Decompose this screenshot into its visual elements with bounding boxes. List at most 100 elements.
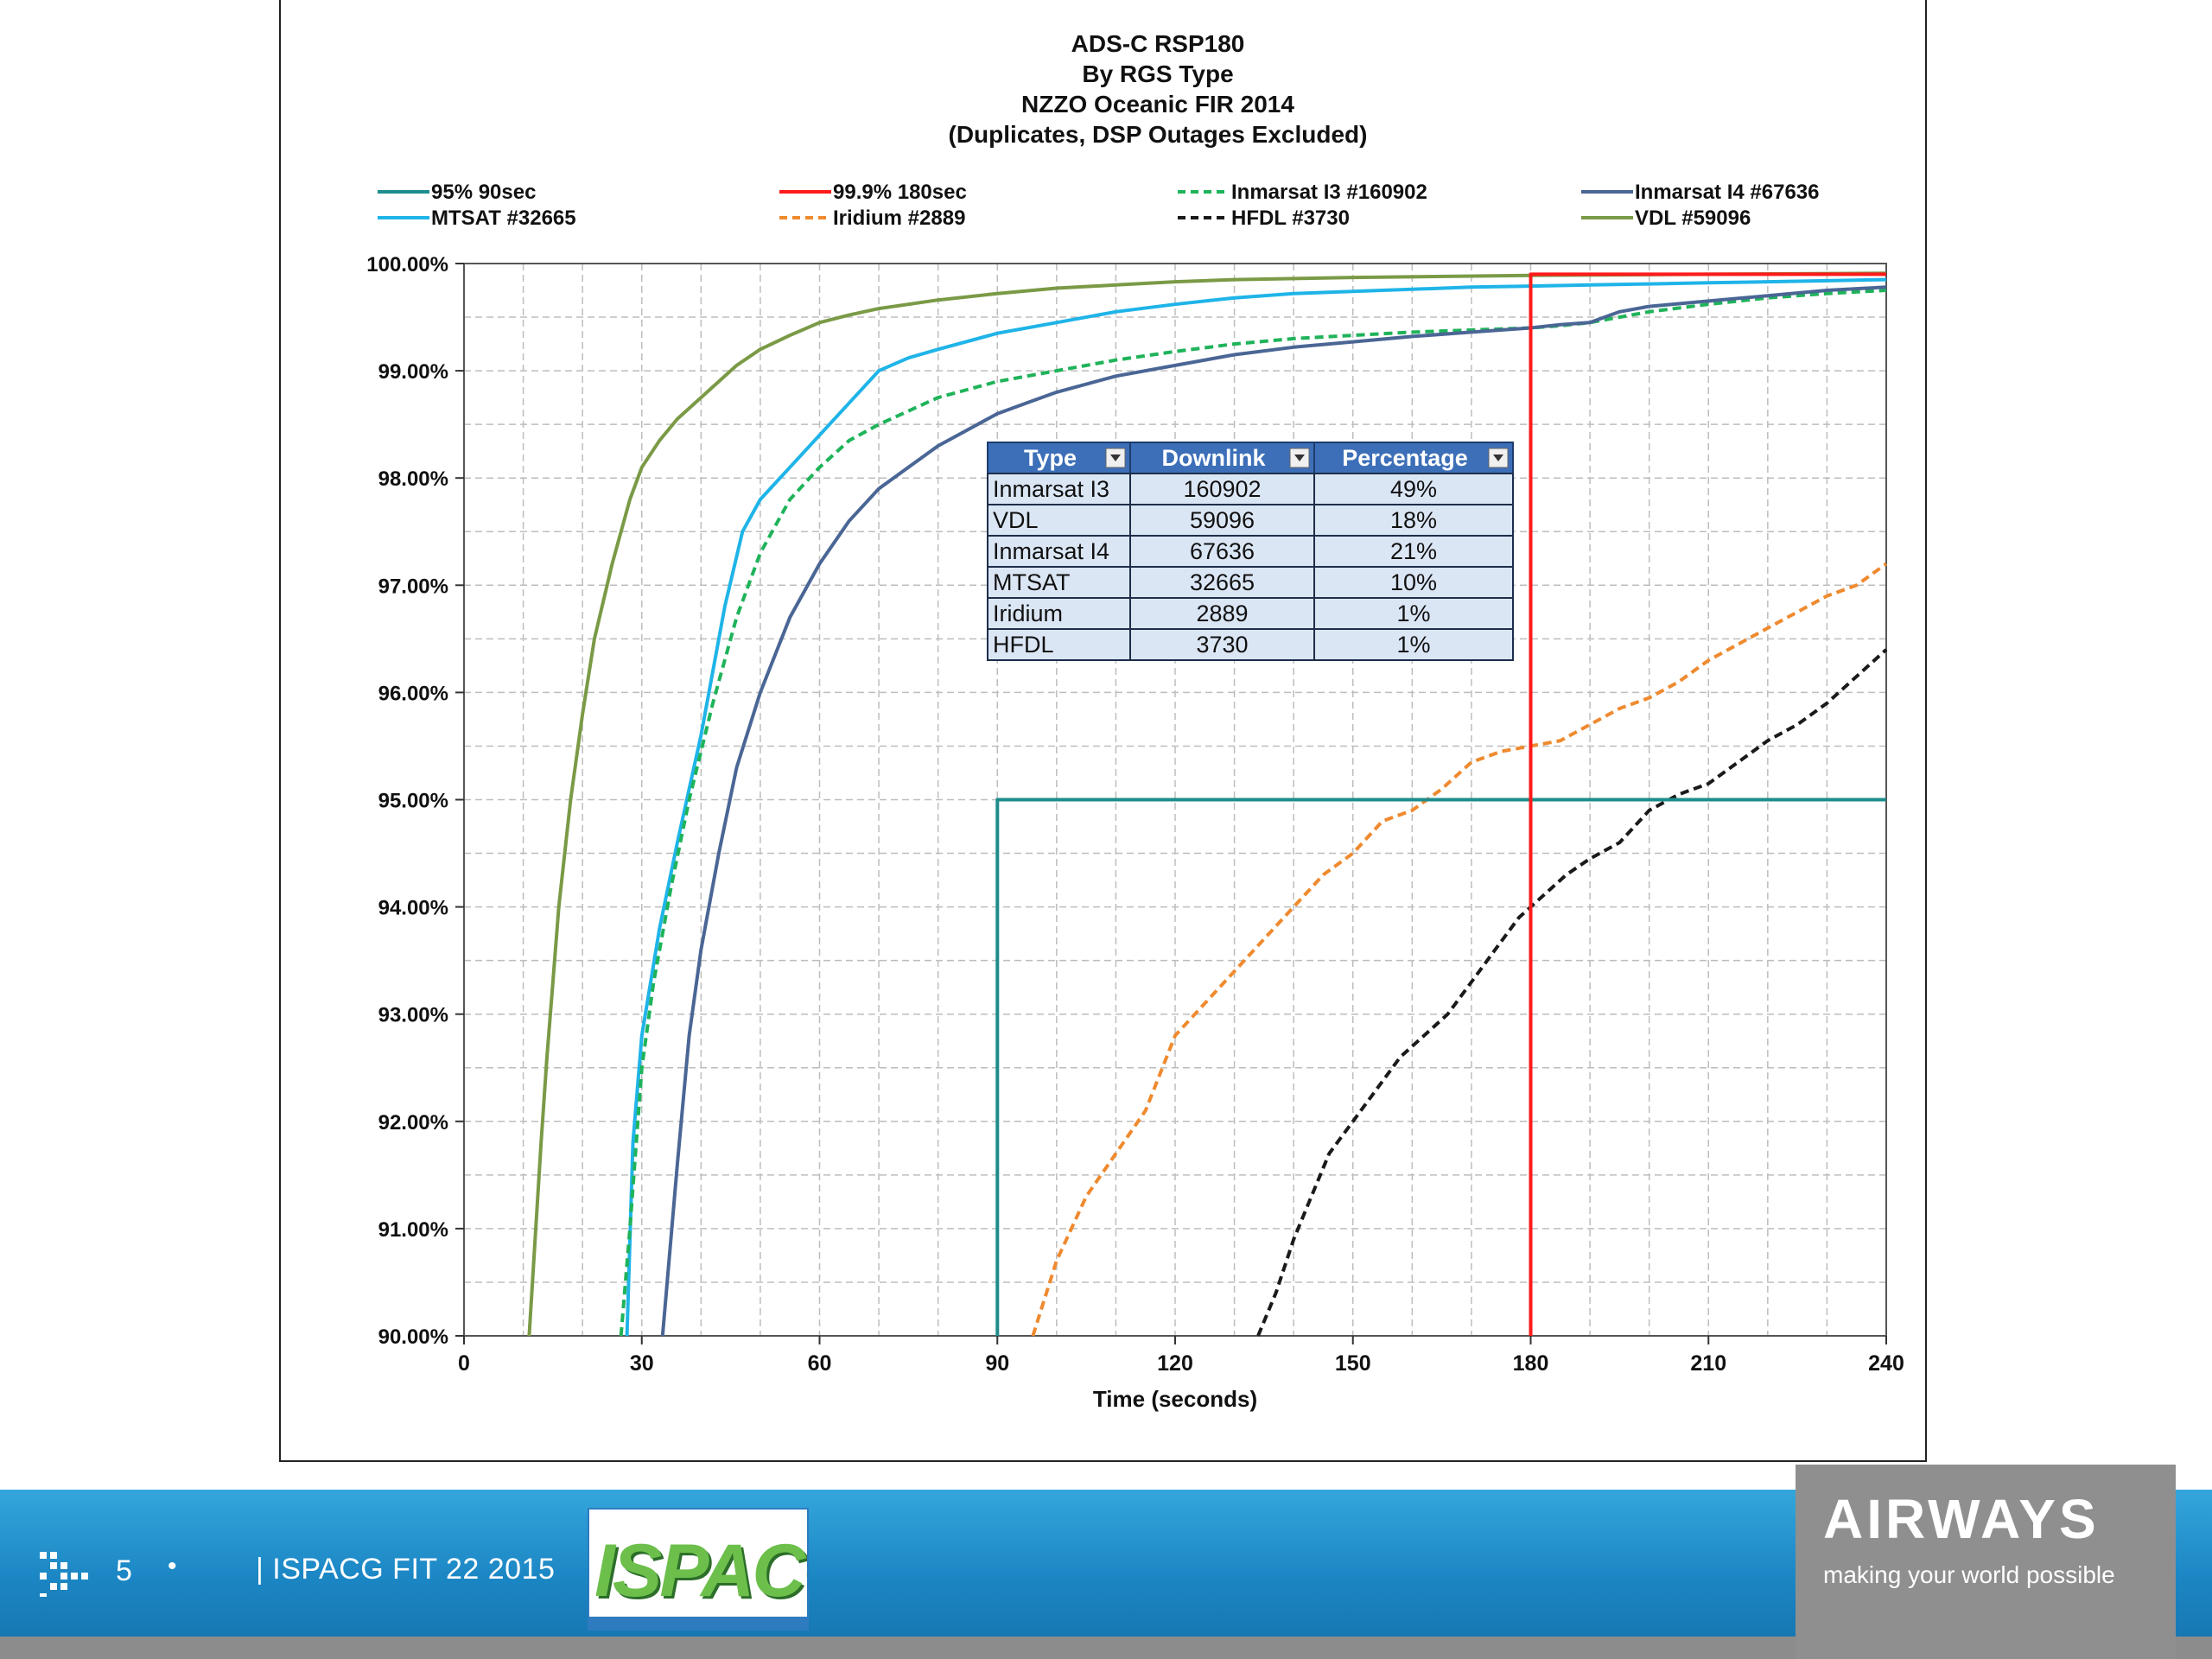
ispacg-logo: ISPACG — [588, 1508, 809, 1630]
legend-entry: Inmarsat I4 #67636 — [1581, 181, 1819, 204]
series-line-mtsat-32665 — [625, 277, 1887, 1337]
series-line-99-9-180sec — [1529, 272, 1886, 1336]
y-tick-label: 98.00% — [378, 467, 448, 491]
chevron-down-icon — [1294, 454, 1305, 461]
legend-entry: MTSAT #32665 — [378, 207, 576, 230]
airways-brand-name: AIRWAYS — [1823, 1488, 2100, 1550]
table-cell: VDL — [993, 507, 1039, 533]
x-tick-label: 180 — [1513, 1351, 1549, 1376]
table-cell-bg — [1313, 504, 1514, 537]
legend-label: Inmarsat I3 #160902 — [1231, 181, 1427, 204]
table-cell: 49% — [1390, 476, 1437, 502]
table-cell: 160902 — [1183, 476, 1261, 502]
table-cell-bg — [1313, 628, 1514, 661]
y-tick-label: 93.00% — [378, 1004, 448, 1027]
legend-entry: Inmarsat I3 #160902 — [1178, 181, 1427, 204]
legend-label: MTSAT #32665 — [431, 207, 576, 230]
table-header-bg — [1129, 442, 1315, 474]
table-header-cell: Percentage — [1313, 442, 1514, 474]
table-cell-bg — [1129, 473, 1315, 505]
table-cell: 18% — [1390, 507, 1437, 533]
series-line-vdl-59096 — [527, 271, 1887, 1337]
chart-title: ADS-C RSP180 By RGS Type NZZO Oceanic FIR … — [949, 30, 1368, 148]
x-tick-label: 150 — [1335, 1351, 1371, 1376]
table-cell: 21% — [1390, 538, 1437, 564]
x-tick-label: 90 — [985, 1351, 1009, 1376]
footer-caption: | ISPACG FIT 22 2015 — [256, 1553, 556, 1586]
y-tick-label: 96.00% — [378, 682, 448, 705]
x-tick-label: 30 — [630, 1351, 654, 1376]
x-tick-label: 120 — [1157, 1351, 1193, 1376]
table-cell: Inmarsat I3 — [993, 476, 1109, 502]
table-cell-bg — [1313, 473, 1514, 505]
chevron-down-icon — [1110, 454, 1121, 461]
table-cell: 10% — [1390, 569, 1437, 595]
legend-label: HFDL #3730 — [1231, 207, 1350, 230]
arrow-icon — [40, 1552, 88, 1597]
line-chart: ADS-C RSP180 By RGS Type NZZO Oceanic FIR … — [366, 30, 1904, 1412]
data-table: Type Downlink Percentage Inmarsat I3 160902 4… — [987, 442, 1514, 661]
chart-title-line-1: ADS-C RSP180 — [1071, 30, 1245, 57]
x-tick-label: 240 — [1868, 1351, 1904, 1376]
table-cell: Iridium — [993, 601, 1063, 626]
y-tick-label: 92.00% — [378, 1111, 448, 1135]
table-row: Inmarsat I4 67636 21% — [987, 535, 1514, 568]
y-tick-label: 94.00% — [378, 897, 448, 920]
table-cell: MTSAT — [993, 569, 1071, 595]
table-cell-bg — [987, 473, 1131, 505]
legend-label: 95% 90sec — [431, 181, 536, 204]
y-tick-label: 90.00% — [378, 1325, 448, 1349]
table-row: Inmarsat I3 160902 49% — [987, 473, 1514, 505]
table-cell: 1% — [1396, 632, 1430, 658]
legend-label: Inmarsat I4 #67636 — [1635, 181, 1819, 204]
x-axis-label: Time (seconds) — [1093, 1386, 1257, 1412]
table-header-label: Percentage — [1342, 445, 1468, 471]
table-cell: HFDL — [993, 632, 1054, 658]
ispacg-logo-strip — [589, 1617, 807, 1629]
chart-title-line-4: (Duplicates, DSP Outages Excluded) — [949, 121, 1368, 148]
series-lines — [527, 271, 1888, 1337]
chart-title-line-3: NZZO Oceanic FIR 2014 — [1021, 91, 1294, 118]
chevron-down-icon — [1493, 454, 1503, 461]
table-cell-bg — [1313, 535, 1514, 568]
airways-logo: AIRWAYS making your world possible — [1796, 1465, 2176, 1659]
legend-label: Iridium #2889 — [833, 207, 965, 230]
legend-entry: Iridium #2889 — [779, 207, 965, 230]
legend-entry: 99.9% 180sec — [779, 181, 967, 204]
table-row: Iridium 2889 1% — [987, 597, 1514, 630]
y-tick-label: 91.00% — [378, 1218, 448, 1242]
series-line-inmarsat-i4-67636 — [660, 285, 1887, 1337]
table-cell: 1% — [1396, 601, 1430, 626]
legend: 95% 90sec 99.9% 180sec Inmarsat I3 #160902… — [378, 181, 1819, 230]
table-cell: 67636 — [1190, 538, 1255, 564]
legend-label: 99.9% 180sec — [833, 181, 967, 204]
table-cell-bg — [1129, 628, 1315, 661]
y-tick-label: 100.00% — [366, 253, 448, 276]
table-cell: 2889 — [1196, 601, 1248, 626]
legend-entry: 95% 90sec — [378, 181, 536, 204]
series-line-iridium-2889 — [1031, 562, 1888, 1337]
table-cell-bg — [1129, 566, 1315, 599]
footer-bullet: • — [168, 1552, 177, 1580]
chart-title-line-2: By RGS Type — [1082, 60, 1233, 87]
ispacg-logo-text: ISPACG — [594, 1529, 807, 1612]
airways-tagline: making your world possible — [1823, 1561, 2115, 1588]
table-cell: 59096 — [1190, 507, 1255, 533]
y-tick-label: 97.00% — [378, 575, 448, 598]
table-header-bg — [1313, 442, 1514, 474]
table-cell: Inmarsat I4 — [993, 538, 1109, 564]
x-tick-label: 60 — [808, 1351, 832, 1376]
series-line-95-90sec — [995, 798, 1886, 1336]
table-row: MTSAT 32665 10% — [987, 566, 1514, 599]
chart-frame: ADS-C RSP180 By RGS Type NZZO Oceanic FIR … — [279, 0, 1927, 1462]
x-tick-label: 0 — [458, 1351, 470, 1376]
table-cell: 32665 — [1190, 569, 1255, 595]
table-cell-bg — [987, 535, 1131, 568]
table-row: HFDL 3730 1% — [987, 628, 1514, 661]
legend-entry: VDL #59096 — [1581, 207, 1751, 230]
table-cell: 3730 — [1196, 632, 1248, 658]
slide-number: 5 — [116, 1554, 132, 1587]
series-line-inmarsat-i3-160902 — [619, 289, 1887, 1337]
y-tick-label: 95.00% — [378, 790, 448, 813]
y-tick-label: 99.00% — [378, 360, 448, 384]
